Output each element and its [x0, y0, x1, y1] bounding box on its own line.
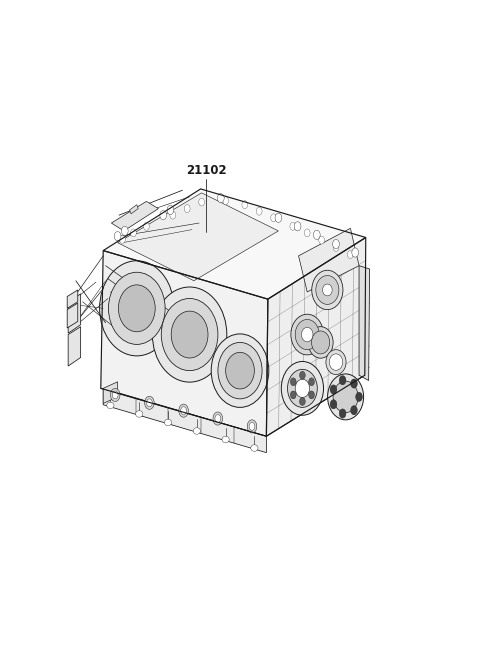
Circle shape	[242, 201, 248, 209]
Circle shape	[352, 248, 359, 257]
Polygon shape	[130, 205, 138, 214]
Polygon shape	[359, 266, 370, 380]
Circle shape	[146, 399, 152, 407]
Ellipse shape	[226, 352, 254, 389]
Circle shape	[217, 194, 224, 203]
Ellipse shape	[171, 311, 208, 358]
Ellipse shape	[312, 331, 330, 354]
Ellipse shape	[329, 354, 343, 370]
Polygon shape	[67, 290, 78, 308]
Polygon shape	[103, 388, 266, 453]
Circle shape	[170, 211, 176, 219]
Circle shape	[184, 205, 190, 213]
Circle shape	[356, 392, 362, 401]
Ellipse shape	[108, 272, 165, 344]
Ellipse shape	[281, 361, 324, 415]
Ellipse shape	[295, 379, 310, 398]
Circle shape	[300, 398, 305, 405]
Polygon shape	[101, 251, 268, 436]
Polygon shape	[67, 303, 78, 328]
Ellipse shape	[333, 381, 358, 413]
Polygon shape	[299, 228, 359, 292]
Circle shape	[120, 236, 125, 243]
Ellipse shape	[222, 436, 229, 443]
Circle shape	[313, 230, 320, 239]
Ellipse shape	[312, 270, 343, 310]
Ellipse shape	[218, 342, 262, 399]
Circle shape	[309, 391, 314, 399]
Circle shape	[249, 422, 255, 430]
Circle shape	[330, 400, 337, 409]
Ellipse shape	[288, 369, 317, 407]
Circle shape	[112, 391, 118, 399]
Circle shape	[300, 371, 305, 379]
Circle shape	[247, 420, 257, 433]
Ellipse shape	[161, 298, 218, 371]
Circle shape	[144, 222, 149, 230]
Ellipse shape	[136, 411, 143, 417]
Circle shape	[294, 222, 301, 231]
Polygon shape	[103, 189, 366, 299]
Text: 21102: 21102	[186, 164, 227, 177]
Circle shape	[121, 226, 128, 236]
Circle shape	[333, 239, 339, 249]
Polygon shape	[103, 382, 118, 403]
Circle shape	[309, 378, 314, 386]
Ellipse shape	[193, 428, 201, 434]
Polygon shape	[68, 327, 81, 366]
Circle shape	[215, 415, 221, 422]
Circle shape	[180, 407, 186, 415]
Ellipse shape	[107, 402, 114, 409]
Ellipse shape	[164, 419, 172, 426]
Circle shape	[290, 378, 296, 386]
Circle shape	[333, 243, 339, 251]
Ellipse shape	[211, 334, 269, 407]
Circle shape	[271, 214, 276, 222]
Polygon shape	[118, 193, 278, 281]
Ellipse shape	[323, 284, 332, 296]
Circle shape	[160, 211, 167, 220]
Ellipse shape	[153, 287, 227, 382]
Circle shape	[319, 236, 324, 244]
Circle shape	[199, 198, 204, 206]
Ellipse shape	[327, 374, 364, 420]
Circle shape	[339, 409, 346, 418]
Ellipse shape	[119, 285, 155, 332]
Circle shape	[350, 405, 357, 415]
Ellipse shape	[291, 314, 324, 355]
Polygon shape	[266, 237, 366, 436]
Circle shape	[110, 388, 120, 401]
Circle shape	[275, 213, 282, 222]
Ellipse shape	[295, 319, 319, 350]
Ellipse shape	[326, 350, 346, 375]
Ellipse shape	[316, 276, 339, 304]
Circle shape	[290, 391, 296, 399]
Circle shape	[350, 379, 357, 388]
Ellipse shape	[99, 260, 174, 356]
Circle shape	[339, 376, 346, 385]
Circle shape	[144, 396, 154, 409]
Polygon shape	[68, 294, 81, 333]
Circle shape	[114, 232, 121, 241]
Polygon shape	[111, 201, 158, 231]
Ellipse shape	[308, 327, 333, 358]
Circle shape	[256, 207, 262, 215]
Circle shape	[167, 205, 174, 215]
Circle shape	[330, 385, 337, 394]
Circle shape	[304, 229, 310, 237]
Ellipse shape	[251, 445, 258, 451]
Circle shape	[223, 197, 228, 205]
Ellipse shape	[301, 327, 313, 342]
Circle shape	[348, 251, 353, 258]
Circle shape	[290, 222, 296, 230]
Circle shape	[213, 412, 223, 425]
Circle shape	[179, 404, 188, 417]
Circle shape	[131, 229, 136, 237]
